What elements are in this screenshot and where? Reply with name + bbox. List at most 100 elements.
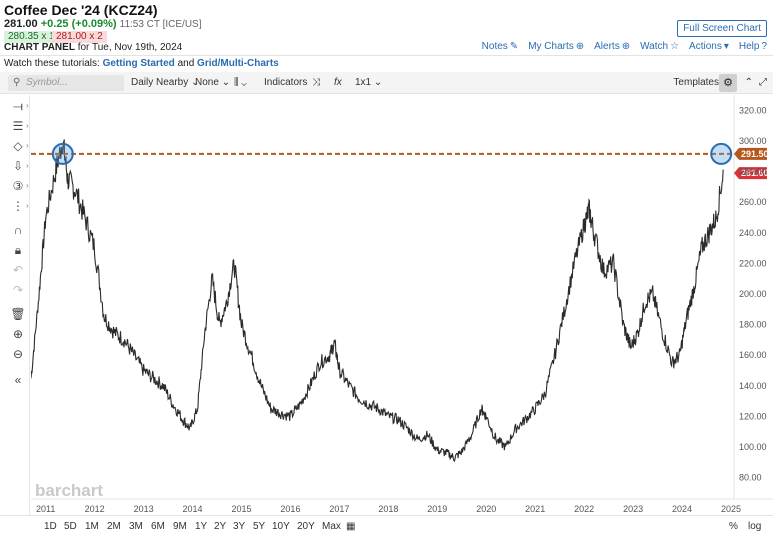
timeframe-2m-button[interactable]: 2M <box>107 521 121 532</box>
timeframe-5d-button[interactable]: 5D <box>64 521 77 532</box>
collapse-up-icon[interactable]: ⌃ <box>744 77 753 88</box>
marker-circle[interactable] <box>51 142 74 165</box>
timeframe-3y-button[interactable]: 3Y <box>233 521 246 532</box>
y-tick-label: 240.00 <box>739 228 767 238</box>
price-series-line <box>31 139 724 463</box>
chevron-down-icon: ⌄ <box>221 77 231 88</box>
indicators-button[interactable]: Indicators <box>264 77 308 88</box>
x-tick-label: 2024 <box>672 504 692 514</box>
timeframe-20y-button[interactable]: 20Y <box>297 521 315 532</box>
templates-button[interactable]: Templates <box>673 77 719 88</box>
arrow-tool-icon[interactable]: ⇩ › <box>12 159 29 173</box>
price-label-tag <box>734 167 767 180</box>
x-tick-label: 2019 <box>427 504 447 514</box>
x-tick-label: 2023 <box>623 504 643 514</box>
timeframe-6m-button[interactable]: 6M <box>151 521 165 532</box>
timeframe-9m-button[interactable]: 9M <box>173 521 187 532</box>
x-tick-label: 2016 <box>280 504 300 514</box>
chevron-down-icon: ⌄ <box>373 77 383 88</box>
x-tick-label: 2020 <box>476 504 496 514</box>
chart-type-dropdown[interactable]: ⫼ ⌄ <box>234 76 247 90</box>
timeframe-2y-button[interactable]: 2Y <box>214 521 227 532</box>
timeframe-1m-button[interactable]: 1M <box>85 521 99 532</box>
y-tick-label: 220.00 <box>739 258 767 268</box>
actions-label: Actions <box>689 41 722 52</box>
symbol-search-input[interactable]: ⚲ Symbol... <box>8 75 124 91</box>
my-charts-link[interactable]: My Charts ⊕ <box>528 41 584 52</box>
last-price: 281.00 <box>4 18 38 30</box>
magnet-icon[interactable]: ∩ <box>13 223 23 237</box>
x-tick-label: 2011 <box>36 504 55 514</box>
candlestick-icon: ⫼ <box>234 77 239 88</box>
zoom-in-icon[interactable]: ⊕ <box>12 327 24 341</box>
price-change: +0.25 (+0.09%) <box>40 18 117 30</box>
y-tick-label: 200.00 <box>739 289 767 299</box>
x-tick-label: 2012 <box>85 504 105 514</box>
y-tick-label: 80.00 <box>739 473 762 483</box>
price-chart[interactable]: 291.50 281.60 80.00 100.00 120.00 140.00 160.… <box>31 95 773 515</box>
timeframe-bar: 1D 5D 1M 2M 3M 6M 9M 1Y 2Y 3Y 5Y 10Y 20Y Max ▦ % log <box>0 515 773 538</box>
settings-gear-icon[interactable]: ⚙ <box>719 74 737 92</box>
marker-circle[interactable] <box>710 142 733 165</box>
calendar-icon[interactable]: ▦ <box>346 521 356 532</box>
x-tick-label: 2025 <box>721 504 741 514</box>
timeframe-5y-button[interactable]: 5Y <box>253 521 266 532</box>
timeframe-1y-button[interactable]: 1Y <box>195 521 208 532</box>
notes-link[interactable]: Notes ✎ <box>482 41 519 52</box>
alerts-link[interactable]: Alerts ⊕ <box>594 41 630 52</box>
y-tick-label: 160.00 <box>739 350 767 360</box>
compare-shuffle-icon[interactable]: ⤨ <box>312 77 320 88</box>
star-icon: ☆ <box>670 41 680 52</box>
x-tick-label: 2013 <box>134 504 154 514</box>
watch-link[interactable]: Watch ☆ <box>640 41 679 52</box>
watch-label: Watch <box>640 41 669 52</box>
log-toggle[interactable]: log <box>748 521 762 532</box>
y-tick-label: 280.00 <box>739 167 767 177</box>
shape-tool-icon[interactable]: ◇ › <box>13 139 29 153</box>
redo-icon[interactable]: ↷ <box>12 283 24 297</box>
y-tick-label: 260.00 <box>739 197 767 207</box>
collapse-left-icon[interactable]: « <box>14 373 22 387</box>
timeframe-10y-button[interactable]: 10Y <box>272 521 290 532</box>
timeframe-3m-button[interactable]: 3M <box>129 521 143 532</box>
percent-toggle[interactable]: % <box>729 521 738 532</box>
quote-line: 281.00 +0.25 (+0.09%) 11:53 CT [ICE/US] <box>4 18 202 30</box>
y-tick-label: 180.00 <box>739 320 767 330</box>
notes-label: Notes <box>481 41 508 52</box>
help-link[interactable]: Help? <box>739 41 767 52</box>
undo-icon[interactable]: ↶ <box>12 263 24 277</box>
my-charts-label: My Charts <box>528 41 574 52</box>
fib-tool-icon[interactable]: ☰ › <box>12 119 29 133</box>
plot-background <box>31 95 773 515</box>
timeframe-max-button[interactable]: Max <box>322 521 341 532</box>
trash-icon[interactable]: 🗑︎ <box>10 307 26 321</box>
help-label: Help <box>738 41 760 52</box>
lock-icon[interactable]: 🔒︎ <box>14 243 22 257</box>
alerts-label: Alerts <box>594 41 620 52</box>
drawing-toolbar: ⟞ › ☰ › ◇ › ⇩ › ③ › ⋮ › ∩ 🔒︎ ↶ ↷ 🗑︎ ⊕ ⊖ « <box>0 95 30 515</box>
aggregation-dropdown[interactable]: Daily Nearby ⌄ <box>131 76 199 90</box>
quote-time: 11:53 CT [ICE/US] <box>119 19 202 30</box>
zoom-out-icon[interactable]: ⊖ <box>12 347 24 361</box>
caret-down-icon: ▾ <box>723 41 729 52</box>
layout-dropdown[interactable]: 1x1 ⌄ <box>355 76 382 90</box>
getting-started-link[interactable]: Getting Started <box>102 58 175 69</box>
timeframe-1d-button[interactable]: 1D <box>44 521 57 532</box>
fullscreen-expand-icon[interactable]: ⤢ <box>759 77 767 88</box>
x-tick-label: 2014 <box>183 504 203 514</box>
actions-menu[interactable]: Actions ▾ <box>689 41 729 52</box>
chevron-down-icon: ⌄ <box>191 77 200 88</box>
grid-multi-charts-link[interactable]: Grid/Multi-Charts <box>197 58 279 69</box>
study-label: None <box>195 77 219 88</box>
wave-count-icon[interactable]: ③ › <box>12 179 29 193</box>
line-tool-icon[interactable]: ⟞ › <box>13 99 29 113</box>
ask-badge: 281.00 x 2 <box>52 31 107 43</box>
study-dropdown[interactable]: None ⌄ <box>195 76 230 90</box>
top-links: Notes ✎ My Charts ⊕ Alerts ⊕ Watch ☆ Actions… <box>482 41 767 52</box>
price-label-text: 281.60 <box>741 168 769 178</box>
bid-badge: 280.35 x 1 <box>4 31 59 43</box>
fx-button[interactable]: fx <box>334 77 342 88</box>
pattern-tool-icon[interactable]: ⋮ › <box>12 199 29 213</box>
chart-panel-date: for Tue, Nov 19th, 2024 <box>77 42 183 53</box>
full-screen-chart-button[interactable]: Full Screen Chart <box>677 20 767 37</box>
